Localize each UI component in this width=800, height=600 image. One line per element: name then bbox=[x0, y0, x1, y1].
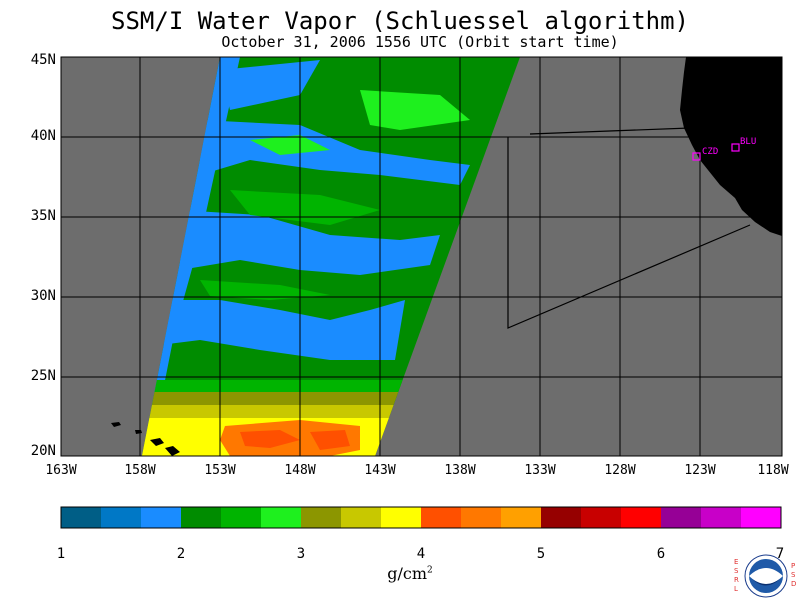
lon-label: 133W bbox=[524, 463, 556, 478]
colorbar-tick-label: 6 bbox=[656, 546, 666, 562]
lon-label: 143W bbox=[364, 463, 396, 478]
station-marker-blu bbox=[731, 143, 740, 152]
lat-label: 30N bbox=[30, 288, 56, 304]
colorbar-frame bbox=[60, 506, 782, 529]
colorbar-swatch bbox=[661, 507, 702, 528]
colorbar-swatch bbox=[461, 507, 502, 528]
lon-label: 123W bbox=[684, 463, 716, 478]
logo-left-letters: ESRL bbox=[734, 558, 739, 593]
lat-label: 25N bbox=[30, 368, 56, 384]
colorbar-swatch bbox=[541, 507, 582, 528]
colorbar-swatch bbox=[181, 507, 222, 528]
colorbar-swatch bbox=[341, 507, 382, 528]
lon-label: 138W bbox=[444, 463, 476, 478]
graticule bbox=[61, 57, 782, 456]
colorbar bbox=[61, 507, 782, 528]
colorbar-swatch bbox=[741, 507, 782, 528]
logo-right-letters: PSD bbox=[791, 562, 797, 588]
region-outline bbox=[507, 127, 751, 329]
colorbar-swatch bbox=[381, 507, 422, 528]
lon-label: 158W bbox=[124, 463, 156, 478]
colorbar-units: g/cm2 bbox=[387, 564, 433, 583]
colorbar-swatch bbox=[141, 507, 182, 528]
lon-label: 163W bbox=[45, 463, 77, 478]
station-marker-czd bbox=[692, 152, 701, 161]
colorbar-tick-label: 3 bbox=[296, 546, 306, 562]
colorbar-swatch bbox=[621, 507, 662, 528]
map-frame bbox=[60, 56, 783, 457]
colorbar-tick-label: 2 bbox=[176, 546, 186, 562]
colorbar-swatch bbox=[261, 507, 302, 528]
station-label-blu: BLU bbox=[740, 137, 757, 147]
lon-label: 148W bbox=[284, 463, 316, 478]
colorbar-swatch bbox=[421, 507, 462, 528]
lat-label: 35N bbox=[30, 208, 56, 224]
lat-label: 45N bbox=[30, 52, 56, 68]
colorbar-tick-label: 1 bbox=[56, 546, 66, 562]
station-markers bbox=[692, 143, 740, 161]
colorbar-swatch bbox=[581, 507, 622, 528]
colorbar-tick-label: 5 bbox=[536, 546, 546, 562]
land-mass bbox=[680, 57, 782, 236]
colorbar-swatch bbox=[501, 507, 542, 528]
lat-label: 40N bbox=[30, 128, 56, 144]
colorbar-swatch bbox=[101, 507, 142, 528]
colorbar-tick-label: 4 bbox=[416, 546, 426, 562]
noaa-logo bbox=[744, 554, 788, 598]
station-label-czd: CZD bbox=[702, 147, 719, 157]
colorbar-tick-label: 7 bbox=[775, 546, 785, 562]
colorbar-swatch bbox=[61, 507, 102, 528]
colorbar-swatch bbox=[301, 507, 342, 528]
colorbar-swatch bbox=[701, 507, 742, 528]
lon-label: 128W bbox=[604, 463, 636, 478]
logo-center-text: NOAA bbox=[754, 571, 778, 579]
lon-label: 153W bbox=[204, 463, 236, 478]
hawaii-islands bbox=[111, 422, 180, 456]
lon-label: 118W bbox=[757, 463, 789, 478]
lat-label: 20N bbox=[30, 443, 56, 459]
map-subtitle: October 31, 2006 1556 UTC (Orbit start t… bbox=[221, 33, 619, 51]
map-title: SSM/I Water Vapor (Schluessel algorithm) bbox=[111, 7, 689, 35]
colorbar-swatch bbox=[221, 507, 262, 528]
